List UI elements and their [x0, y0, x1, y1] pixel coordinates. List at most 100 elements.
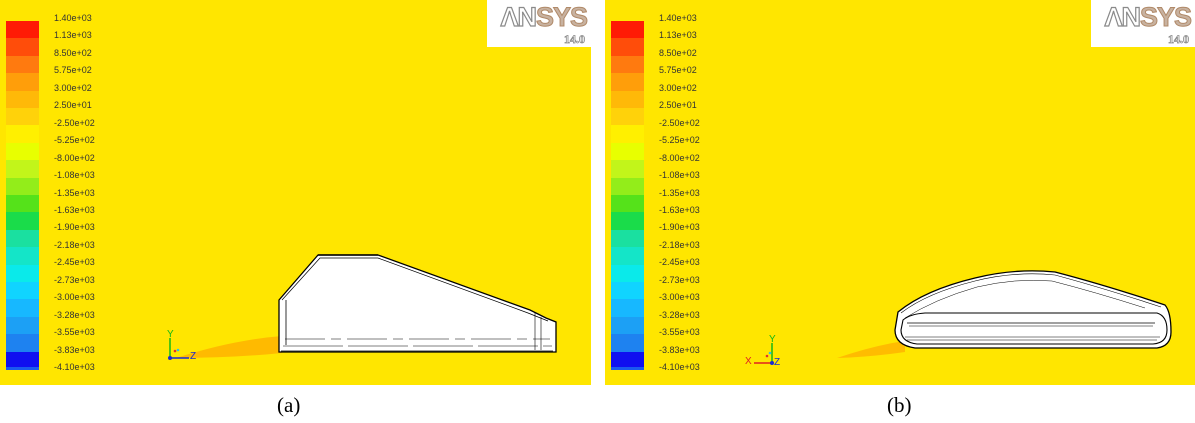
- legend-tick-label: -1.63e+03: [659, 204, 700, 215]
- legend-tick-label: -1.90e+03: [54, 222, 95, 233]
- legend-swatch: [6, 195, 39, 213]
- legend-tick-label: 1.40e+03: [659, 13, 697, 23]
- wake-region: [837, 341, 905, 358]
- ansys-logo: ΛNSYS 14.0: [1091, 0, 1195, 47]
- legend-tick-label: -3.55e+03: [659, 327, 700, 338]
- legend-tick-label: -2.45e+03: [659, 257, 700, 268]
- legend-swatch: [611, 142, 644, 161]
- legend-swatch: [6, 125, 39, 144]
- legend-tick-label: 1.13e+03: [54, 30, 92, 41]
- z-axis-label: Z: [190, 351, 196, 362]
- contour-panel-a: 1.40e+03 1.13e+03 8.50e+02 5.75e+02 3.00e+02…: [0, 0, 591, 385]
- legend-swatch: [611, 21, 644, 39]
- legend-tick-label: 1.40e+03: [54, 13, 92, 23]
- legend-tick-label: -3.83e+03: [659, 344, 700, 355]
- legend-swatch: [611, 90, 644, 109]
- legend-tick-label: 8.50e+02: [54, 47, 92, 58]
- legend-tick-label: -3.28e+03: [659, 309, 700, 320]
- legend-swatch: [611, 299, 644, 318]
- legend-swatch: [6, 108, 39, 126]
- legend-tick-label: -5.25e+02: [659, 135, 700, 146]
- legend-swatch: [611, 229, 644, 248]
- legend-tick-label: -3.55e+03: [54, 327, 95, 338]
- legend-swatch: [6, 38, 39, 57]
- caption-b: (b): [887, 393, 912, 417]
- legend-swatch: [611, 282, 644, 300]
- legend-tick-label: -2.18e+03: [54, 239, 95, 250]
- axis-triad-b: Y X Z: [745, 334, 780, 368]
- legend-tick-label: -4.10e+03: [659, 362, 700, 372]
- legend-swatch: [611, 334, 644, 353]
- legend-tick-label: 1.13e+03: [659, 30, 697, 41]
- legend-tick-label: -1.63e+03: [54, 204, 95, 215]
- legend-swatch: [6, 334, 39, 353]
- legend-swatch: [6, 160, 39, 179]
- legend-swatch: [611, 264, 644, 283]
- ansys-logo: ΛNSYS 14.0: [487, 0, 591, 47]
- legend-swatch: [6, 282, 39, 300]
- legend-swatch: [611, 38, 644, 57]
- legend-swatch: [611, 108, 644, 126]
- legend-swatch: [611, 177, 644, 196]
- y-axis-label: Y: [769, 334, 776, 345]
- legend-swatch: [6, 73, 39, 92]
- legend-tick-label: 5.75e+02: [659, 65, 697, 76]
- legend-swatch: [611, 195, 644, 213]
- legend-tick-label: -1.90e+03: [659, 222, 700, 233]
- legend-tick-label: 5.75e+02: [54, 65, 92, 76]
- legend-tick-label: -3.28e+03: [54, 309, 95, 320]
- contour-panel-b: 1.40e+03 1.13e+03 8.50e+02 5.75e+02 3.00e+02…: [605, 0, 1195, 385]
- legend-tick-label: -1.35e+03: [54, 187, 95, 198]
- legend-tick-label: 2.50e+01: [659, 100, 697, 111]
- legend-swatch: [6, 90, 39, 109]
- legend-tick-label: -4.10e+03: [54, 362, 95, 372]
- color-legend-a: 1.40e+03 1.13e+03 8.50e+02 5.75e+02 3.00e+02…: [0, 0, 140, 385]
- legend-swatch: [6, 299, 39, 318]
- legend-swatch: [6, 177, 39, 196]
- legend-tick-label: -2.73e+03: [54, 274, 95, 285]
- z-axis-label: Z: [774, 357, 780, 368]
- legend-tick-label: -8.00e+02: [659, 152, 700, 163]
- legend-swatch: [6, 229, 39, 248]
- legend-swatch: [6, 21, 39, 39]
- legend-swatch: [611, 247, 644, 266]
- legend-swatch: [611, 351, 644, 367]
- x-axis-label: X: [745, 356, 752, 367]
- vehicle-side-view: Y Z: [167, 254, 557, 362]
- legend-tick-label: -2.50e+02: [659, 117, 700, 128]
- legend-tick-label: -2.45e+03: [54, 257, 95, 268]
- legend-swatch: [6, 316, 39, 335]
- legend-tick-label: 8.50e+02: [659, 47, 697, 58]
- legend-swatch: [6, 55, 39, 74]
- legend-tick-label: -3.00e+03: [54, 292, 95, 303]
- color-legend-b: 1.40e+03 1.13e+03 8.50e+02 5.75e+02 3.00e+02…: [605, 0, 745, 385]
- legend-swatch: [611, 125, 644, 144]
- vehicle-outline: [278, 254, 557, 353]
- legend-swatch: [6, 142, 39, 161]
- legend-swatch: [6, 212, 39, 231]
- vehicle-outline: [894, 270, 1172, 349]
- legend-tick-label: -3.83e+03: [54, 344, 95, 355]
- legend-tick-label: 3.00e+02: [54, 82, 92, 93]
- legend-swatch: [6, 247, 39, 266]
- legend-tick-label: -1.35e+03: [659, 187, 700, 198]
- legend-tick-label: 2.50e+01: [54, 100, 92, 111]
- legend-tick-label: -3.00e+03: [659, 292, 700, 303]
- legend-swatch: [6, 351, 39, 367]
- legend-swatch: [611, 316, 644, 335]
- legend-tick-label: -8.00e+02: [54, 152, 95, 163]
- y-axis-label: Y: [167, 329, 174, 340]
- legend-tick-label: 3.00e+02: [659, 82, 697, 93]
- legend-tick-label: -1.08e+03: [54, 170, 95, 181]
- legend-tick-label: -2.18e+03: [659, 239, 700, 250]
- legend-tick-label: -2.73e+03: [659, 274, 700, 285]
- legend-swatch: [6, 264, 39, 283]
- legend-tick-label: -1.08e+03: [659, 170, 700, 181]
- legend-tick-label: -5.25e+02: [54, 135, 95, 146]
- legend-tick-label: -2.50e+02: [54, 117, 95, 128]
- legend-swatch: [611, 212, 644, 231]
- legend-swatch: [611, 73, 644, 92]
- caption-a: (a): [277, 393, 301, 417]
- axis-triad-a: Y Z: [167, 329, 196, 362]
- vehicle-side-view: Y X Z: [745, 270, 1172, 368]
